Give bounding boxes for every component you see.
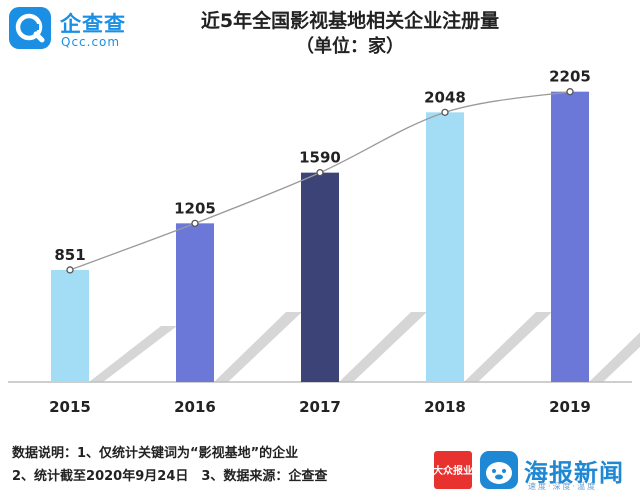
bar-shadows [89,312,640,382]
chart-title: 近5年全国影视基地相关企业注册量 [200,10,500,32]
trend-point-2018 [441,108,449,116]
value-label-2019: 2205 [549,68,591,86]
qcc-logo-icon [9,7,51,49]
trend-point-2017 [316,168,324,177]
brand-icons: 大众报业 [433,451,518,489]
bars [51,91,589,383]
bar-2015 [51,269,89,382]
chart-subtitle: （单位：家） [296,36,404,57]
bar-shadow [339,312,427,382]
bar-shadow [89,325,177,382]
x-tick-labels: 2015 2016 2017 2018 2019 [49,398,591,416]
bar-shadow [464,312,552,382]
note-line-1: 数据说明：1、仅统计关键词为“影视基地”的企业 [12,446,299,461]
brand-block: 大众报业 海报新闻 速度·深度·温度 [432,448,632,494]
x-tick-label-2019: 2019 [549,398,591,416]
bar-2017 [301,172,339,382]
trend-points [66,88,574,274]
logo-chinese-text: 企查查 [60,12,126,36]
trend-point-2016 [191,219,199,227]
trend-point-2015 [66,266,74,274]
logo-english-text: Qcc.com [61,35,121,49]
brand-slogan: 速度·深度·温度 [528,482,598,491]
value-label-2017: 1590 [299,149,341,167]
note-line-2: 2、统计截至2020年9月24日 3、数据来源：企查查 [12,469,328,484]
bar-2016 [176,223,214,382]
value-labels: 851 1205 1590 2048 2205 [54,68,591,264]
bar-2019 [551,91,589,383]
x-tick-label-2018: 2018 [424,398,466,416]
bar-shadow [589,332,640,382]
x-tick-label-2015: 2015 [49,398,91,416]
trend-point-2019 [566,88,574,96]
dazhong-badge-text: 大众报业 [433,464,473,477]
value-label-2015: 851 [54,246,85,264]
value-label-2018: 2048 [424,88,466,106]
bar-2018 [426,112,464,382]
bar-shadow [214,312,302,382]
value-label-2016: 1205 [174,199,216,217]
x-tick-label-2016: 2016 [174,398,216,416]
x-tick-label-2017: 2017 [299,398,341,416]
data-notes: 数据说明：1、仅统计关键词为“影视基地”的企业 2、统计截至2020年9月24日… [12,442,327,488]
brand-name: 海报新闻 [524,459,624,487]
dazhong-badge-icon [434,451,472,489]
qcc-logo: 企查查 Qcc.com [8,6,138,52]
